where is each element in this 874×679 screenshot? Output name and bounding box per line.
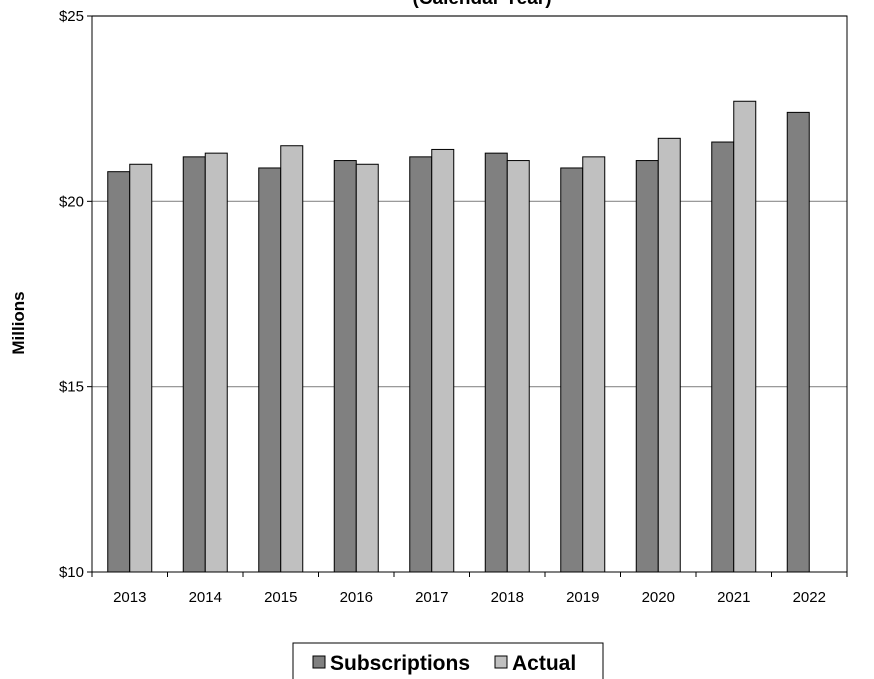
x-tick-label: 2015 [264,589,297,606]
legend-swatch-actual [494,655,508,669]
y-tick-label: $20 [59,193,84,210]
plot-frame [91,15,848,573]
bar-actual-2021 [733,100,757,573]
bar-subscriptions-2016 [333,160,357,573]
x-tick-label: 2019 [566,589,599,606]
bar-subscriptions-2022 [786,111,810,573]
bar-actual-2020 [657,137,681,573]
x-tick-label: 2022 [793,589,826,606]
bar-subscriptions-2017 [409,156,433,573]
axes [87,15,848,577]
bar-actual-2016 [355,163,379,573]
x-tick-label: 2013 [113,589,146,606]
bar-actual-2019 [582,156,606,573]
bar-actual-2015 [280,145,304,573]
bar-actual-2014 [204,152,228,573]
bar-subscriptions-2015 [258,167,282,573]
legend-label-actual: Actual [512,652,576,675]
chart-title: (Calendar Year) [412,0,551,9]
y-tick-label: $15 [59,379,84,396]
axis-labels: $10 $15 $20 $25 2013 2014 2015 2016 2017 2018 2019… [59,8,826,606]
legend: Subscriptions Actual [292,642,604,679]
legend-label-subscriptions: Subscriptions [330,652,470,675]
bar-actual-2013 [129,163,153,573]
bar-subscriptions-2019 [560,167,584,573]
y-tick-label: $10 [59,564,84,581]
x-tick-label: 2016 [340,589,373,606]
bar-subscriptions-2018 [484,152,508,573]
x-tick-label: 2018 [491,589,524,606]
y-axis-label: Millions [9,291,28,354]
y-tick-label: $25 [59,8,84,25]
x-tick-label: 2017 [415,589,448,606]
bar-actual-2018 [506,160,530,573]
bar-actual-2017 [431,148,455,573]
x-tick-label: 2021 [717,589,750,606]
bar-subscriptions-2014 [182,156,206,573]
x-tick-label: 2020 [642,589,675,606]
bars [107,100,810,573]
bar-subscriptions-2021 [711,141,735,573]
x-tick-label: 2014 [189,589,222,606]
bar-subscriptions-2020 [635,160,659,573]
legend-box [292,642,604,679]
legend-swatch-subscriptions [312,655,326,669]
bar-subscriptions-2013 [107,171,131,573]
